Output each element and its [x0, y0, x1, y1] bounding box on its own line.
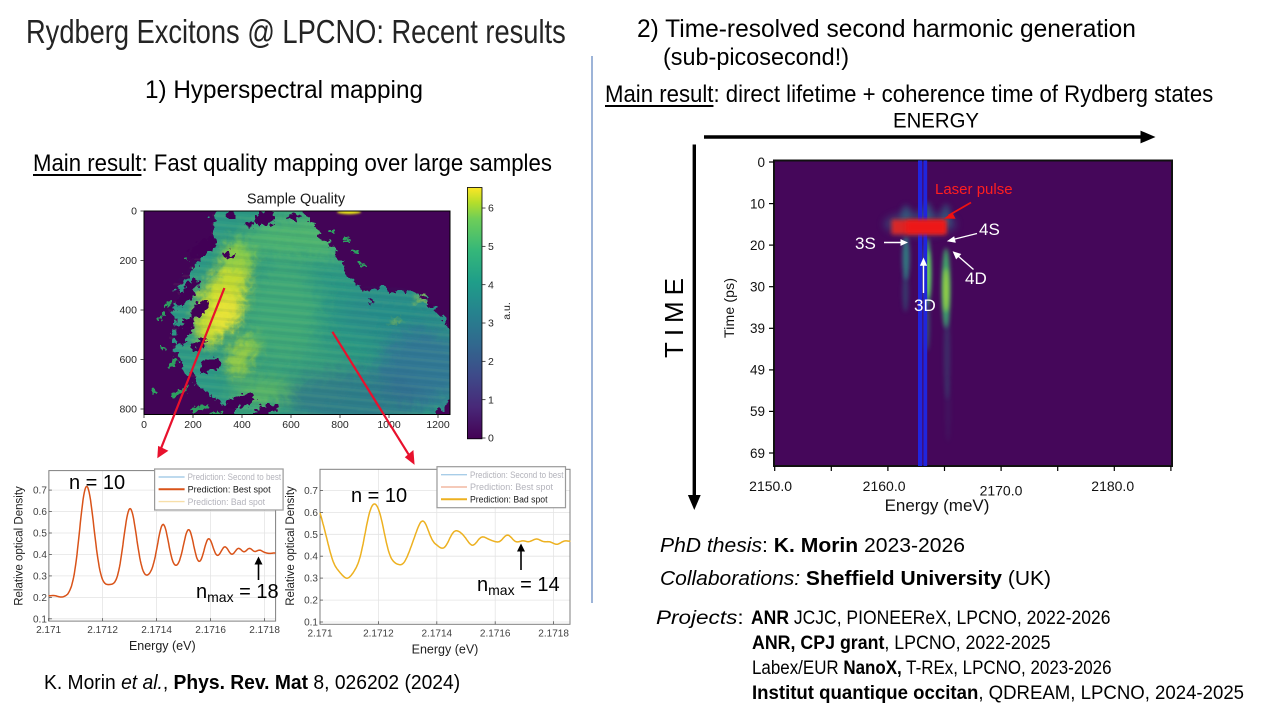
svg-text:6: 6	[488, 203, 494, 215]
svg-text:800: 800	[331, 419, 349, 431]
svg-text:a.u.: a.u.	[501, 302, 513, 320]
svg-text:ENERGY: ENERGY	[893, 109, 979, 133]
svg-text:4: 4	[488, 279, 494, 291]
svg-text:2.1714: 2.1714	[141, 625, 172, 636]
svg-text:0.2: 0.2	[304, 596, 318, 607]
svg-text:2.1712: 2.1712	[87, 625, 118, 636]
svg-text:3: 3	[488, 318, 494, 330]
svg-text:2180.0: 2180.0	[1091, 478, 1134, 494]
svg-text:0.5: 0.5	[304, 530, 318, 541]
svg-text:800: 800	[119, 404, 137, 416]
svg-text:200: 200	[184, 419, 202, 431]
svg-text:2150.0: 2150.0	[749, 478, 792, 494]
svg-text:2.1716: 2.1716	[480, 628, 511, 639]
svg-text:2.1714: 2.1714	[422, 628, 453, 639]
svg-text:0.4: 0.4	[33, 550, 47, 561]
svg-text:Prediction: Second to best: Prediction: Second to best	[188, 472, 282, 482]
svg-text:600: 600	[119, 354, 137, 366]
svg-text:Prediction: Best spot: Prediction: Best spot	[188, 485, 272, 495]
svg-text:Relative optical Density: Relative optical Density	[285, 486, 297, 606]
svg-text:2.171: 2.171	[36, 625, 61, 636]
svg-text:2160.0: 2160.0	[863, 478, 906, 494]
svg-text:2170.0: 2170.0	[980, 483, 1023, 499]
svg-text:3S: 3S	[855, 234, 876, 253]
svg-text:400: 400	[233, 419, 251, 431]
svg-text:4S: 4S	[979, 220, 1000, 239]
svg-text:4D: 4D	[965, 269, 987, 288]
svg-text:59: 59	[750, 404, 765, 419]
svg-text:Prediction: Second to best: Prediction: Second to best	[470, 470, 564, 480]
svg-text:2.1716: 2.1716	[195, 625, 226, 636]
svg-text:0.3: 0.3	[304, 574, 318, 585]
svg-text:39: 39	[750, 321, 765, 336]
svg-text:0: 0	[757, 155, 765, 170]
svg-text:0.7: 0.7	[33, 486, 47, 497]
svg-text:2: 2	[488, 356, 494, 368]
svg-text:0: 0	[141, 419, 147, 431]
svg-text:600: 600	[282, 419, 300, 431]
svg-text:0.2: 0.2	[33, 593, 47, 604]
svg-text:69: 69	[750, 446, 765, 461]
svg-text:n = 10: n = 10	[69, 472, 125, 494]
svg-text:200: 200	[119, 255, 137, 267]
svg-text:0.4: 0.4	[304, 552, 318, 563]
svg-text:2.1718: 2.1718	[538, 628, 569, 639]
svg-text:Energy (eV): Energy (eV)	[412, 642, 479, 656]
svg-text:10: 10	[750, 196, 765, 211]
svg-text:Time (ps): Time (ps)	[721, 278, 737, 338]
svg-text:2.1712: 2.1712	[363, 628, 394, 639]
svg-text:Relative optical Density: Relative optical Density	[14, 486, 26, 606]
svg-text:nmax = 14: nmax = 14	[477, 574, 560, 598]
svg-text:nmax = 18: nmax = 18	[196, 581, 279, 605]
svg-text:Laser pulse: Laser pulse	[935, 181, 1013, 198]
svg-text:Sample Quality: Sample Quality	[247, 192, 346, 208]
svg-text:49: 49	[750, 363, 765, 378]
svg-text:1: 1	[488, 394, 494, 406]
svg-text:0.6: 0.6	[33, 507, 47, 518]
svg-text:Energy (eV): Energy (eV)	[129, 639, 196, 653]
svg-text:Prediction: Bad spot: Prediction: Bad spot	[470, 495, 548, 505]
svg-text:1200: 1200	[426, 419, 450, 431]
svg-text:n = 10: n = 10	[351, 485, 407, 507]
svg-text:5: 5	[488, 241, 494, 253]
svg-text:0.3: 0.3	[33, 571, 47, 582]
svg-text:30: 30	[750, 280, 765, 295]
svg-text:0: 0	[131, 206, 137, 218]
svg-text:Energy (meV): Energy (meV)	[885, 496, 990, 515]
svg-text:Prediction: Best spot: Prediction: Best spot	[470, 482, 554, 492]
svg-text:0.5: 0.5	[33, 529, 47, 540]
svg-text:2.1718: 2.1718	[249, 625, 280, 636]
svg-text:0.1: 0.1	[33, 614, 47, 625]
svg-text:0.7: 0.7	[304, 486, 318, 497]
svg-text:0.1: 0.1	[304, 618, 318, 629]
svg-text:20: 20	[750, 238, 765, 253]
svg-text:400: 400	[119, 305, 137, 317]
svg-text:0.6: 0.6	[304, 508, 318, 519]
svg-text:3D: 3D	[914, 296, 936, 315]
svg-text:Prediction: Bad spot: Prediction: Bad spot	[188, 497, 266, 507]
svg-text:0: 0	[488, 433, 494, 445]
svg-text:TIME: TIME	[659, 278, 689, 358]
svg-text:2.171: 2.171	[307, 628, 332, 639]
